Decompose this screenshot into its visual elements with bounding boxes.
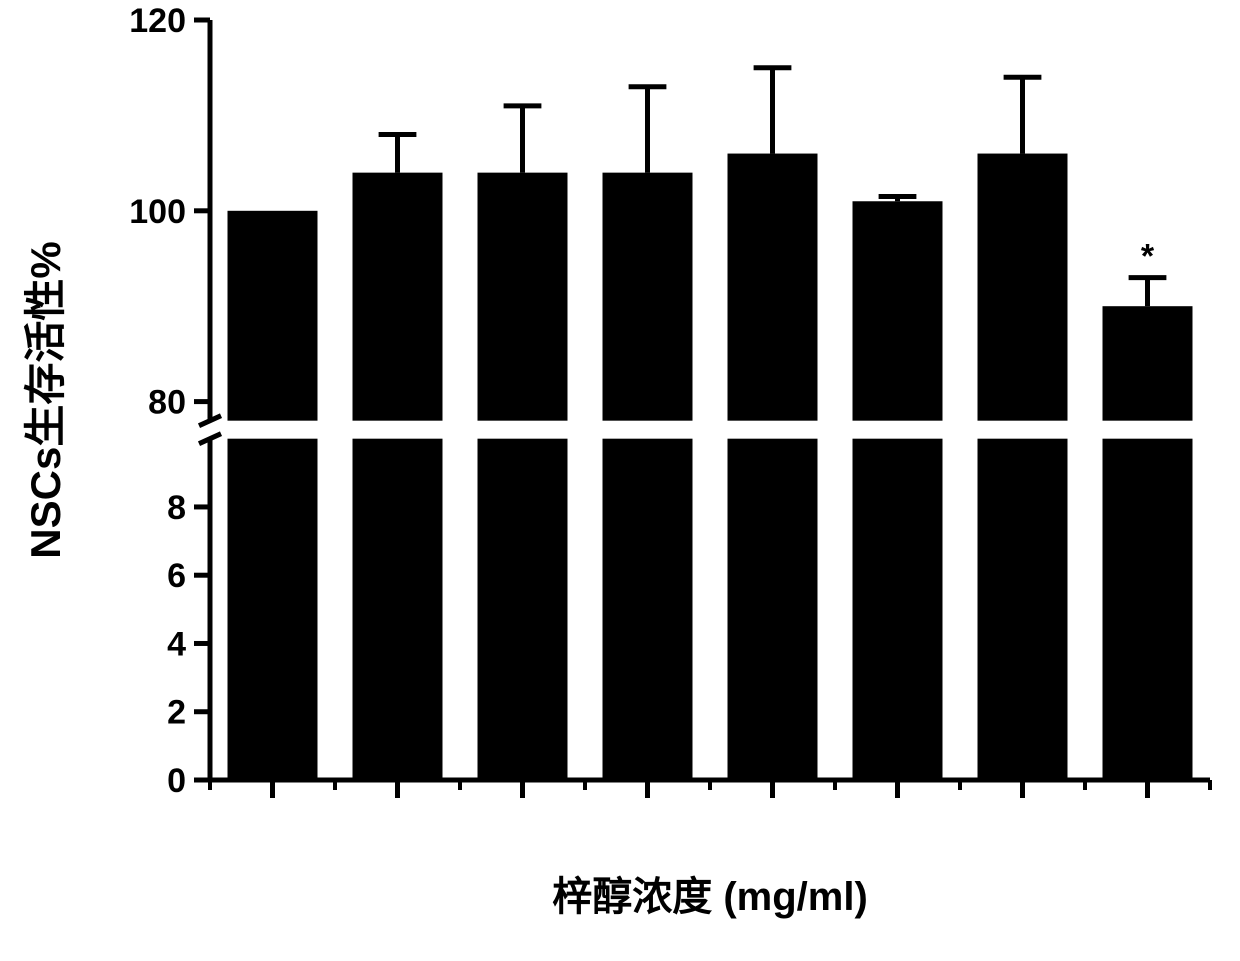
y-tick-label: 4 [167,625,186,663]
bar-lower [728,439,818,780]
bar-upper [603,173,693,421]
y-tick-label: 0 [167,762,186,800]
bar-upper [978,154,1068,421]
y-tick-label: 80 [148,384,186,422]
bar-lower [1103,439,1193,780]
bar-lower [478,439,568,780]
bar-upper [728,154,818,421]
significance-marker: * [1141,238,1155,276]
y-tick-label: 100 [129,193,186,231]
y-tick-label: 2 [167,694,186,732]
x-axis-title: 梓醇浓度 (mg/ml) [552,875,868,919]
y-tick-label: 120 [129,2,186,40]
bar-lower [353,439,443,780]
bar-lower [978,439,1068,780]
bar-upper [478,173,568,421]
bar-lower [853,439,943,780]
bar-lower [228,439,318,780]
bar-upper [853,201,943,420]
y-axis-title: NSCs生存活性% [22,241,69,558]
bar-upper [1103,306,1193,420]
y-tick-label: 6 [167,557,186,595]
bar-upper [228,211,318,421]
bar-upper [353,173,443,421]
bar-lower [603,439,693,780]
y-tick-label: 8 [167,489,186,527]
